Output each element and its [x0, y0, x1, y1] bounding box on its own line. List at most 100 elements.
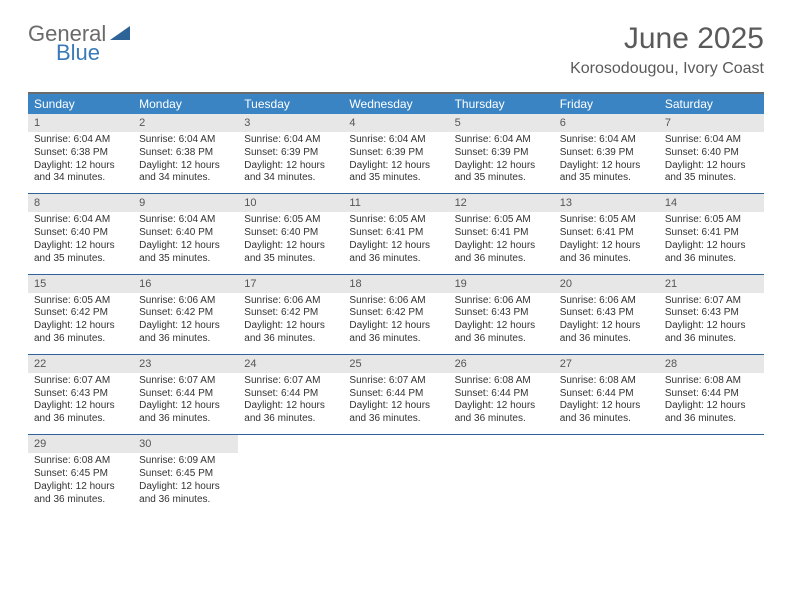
- week-row: 1 Sunrise: 6:04 AM Sunset: 6:38 PM Daylight…: [28, 114, 764, 194]
- day-body: Sunrise: 6:04 AMSunset: 6:39 PMDaylight:…: [554, 132, 659, 193]
- day-cell: [449, 435, 554, 514]
- weekday-header: Friday: [554, 94, 659, 114]
- day-body: Sunrise: 6:08 AMSunset: 6:44 PMDaylight:…: [659, 373, 764, 434]
- day-number: 27: [554, 355, 659, 373]
- day-number: 12: [449, 194, 554, 212]
- day-cell: 25Sunrise: 6:07 AMSunset: 6:44 PMDayligh…: [343, 355, 448, 434]
- sunrise-line: Sunrise: 6:05 AM: [455, 214, 548, 227]
- daylight-line: Daylight: 12 hours and 36 minutes.: [34, 400, 127, 426]
- logo-triangle-icon: [110, 26, 130, 40]
- day-cell: 11Sunrise: 6:05 AMSunset: 6:41 PMDayligh…: [343, 194, 448, 273]
- day-number: 2: [133, 114, 238, 132]
- day-number: 25: [343, 355, 448, 373]
- sunrise-line: Sunrise: 6:06 AM: [139, 295, 232, 308]
- day-number: 22: [28, 355, 133, 373]
- day-body: Sunrise: 6:08 AMSunset: 6:44 PMDaylight:…: [554, 373, 659, 434]
- daylight-line: Daylight: 12 hours and 36 minutes.: [139, 320, 232, 346]
- sunset-line: Sunset: 6:44 PM: [139, 388, 232, 401]
- page-title: June 2025: [570, 22, 764, 56]
- sunset-line: Sunset: 6:38 PM: [34, 147, 127, 160]
- sunset-line: Sunset: 6:41 PM: [560, 227, 653, 240]
- day-number: 4: [343, 114, 448, 132]
- day-body: Sunrise: 6:08 AMSunset: 6:44 PMDaylight:…: [449, 373, 554, 434]
- sunrise-line: Sunrise: 6:04 AM: [455, 134, 548, 147]
- sunset-line: Sunset: 6:39 PM: [244, 147, 337, 160]
- sunrise-line: Sunrise: 6:05 AM: [34, 295, 127, 308]
- weekday-header: Monday: [133, 94, 238, 114]
- calendar: SundayMondayTuesdayWednesdayThursdayFrid…: [28, 92, 764, 514]
- day-number: 8: [28, 194, 133, 212]
- sunrise-line: Sunrise: 6:04 AM: [139, 134, 232, 147]
- daylight-line: Daylight: 12 hours and 35 minutes.: [34, 240, 127, 266]
- daylight-line: Daylight: 12 hours and 36 minutes.: [455, 320, 548, 346]
- sunrise-line: Sunrise: 6:08 AM: [34, 455, 127, 468]
- daylight-line: Daylight: 12 hours and 35 minutes.: [455, 160, 548, 186]
- day-number: 29: [28, 435, 133, 453]
- sunset-line: Sunset: 6:39 PM: [560, 147, 653, 160]
- day-body: Sunrise: 6:06 AMSunset: 6:42 PMDaylight:…: [238, 293, 343, 354]
- day-cell: 27Sunrise: 6:08 AMSunset: 6:44 PMDayligh…: [554, 355, 659, 434]
- sunrise-line: Sunrise: 6:04 AM: [139, 214, 232, 227]
- day-body: Sunrise: 6:05 AMSunset: 6:41 PMDaylight:…: [449, 212, 554, 273]
- day-body: Sunrise: 6:09 AMSunset: 6:45 PMDaylight:…: [133, 453, 238, 514]
- daylight-line: Daylight: 12 hours and 36 minutes.: [349, 320, 442, 346]
- week-row: 15Sunrise: 6:05 AMSunset: 6:42 PMDayligh…: [28, 275, 764, 355]
- day-number: 21: [659, 275, 764, 293]
- sunset-line: Sunset: 6:41 PM: [455, 227, 548, 240]
- sunset-line: Sunset: 6:43 PM: [34, 388, 127, 401]
- day-cell: 26Sunrise: 6:08 AMSunset: 6:44 PMDayligh…: [449, 355, 554, 434]
- day-body: Sunrise: 6:04 AMSunset: 6:40 PMDaylight:…: [659, 132, 764, 193]
- day-cell: 20Sunrise: 6:06 AMSunset: 6:43 PMDayligh…: [554, 275, 659, 354]
- weekday-header: Saturday: [659, 94, 764, 114]
- sunrise-line: Sunrise: 6:04 AM: [560, 134, 653, 147]
- daylight-line: Daylight: 12 hours and 36 minutes.: [560, 400, 653, 426]
- daylight-line: Daylight: 12 hours and 36 minutes.: [455, 240, 548, 266]
- day-cell: 13Sunrise: 6:05 AMSunset: 6:41 PMDayligh…: [554, 194, 659, 273]
- day-cell: [343, 435, 448, 514]
- day-number: 26: [449, 355, 554, 373]
- day-body: Sunrise: 6:05 AMSunset: 6:41 PMDaylight:…: [343, 212, 448, 273]
- sunrise-line: Sunrise: 6:05 AM: [665, 214, 758, 227]
- day-cell: [659, 435, 764, 514]
- daylight-line: Daylight: 12 hours and 36 minutes.: [665, 240, 758, 266]
- day-body: Sunrise: 6:04 AMSunset: 6:39 PMDaylight:…: [449, 132, 554, 193]
- daylight-line: Daylight: 12 hours and 36 minutes.: [560, 320, 653, 346]
- day-cell: 22Sunrise: 6:07 AMSunset: 6:43 PMDayligh…: [28, 355, 133, 434]
- sunset-line: Sunset: 6:42 PM: [139, 307, 232, 320]
- daylight-line: Daylight: 12 hours and 34 minutes.: [139, 160, 232, 186]
- daylight-line: Daylight: 12 hours and 34 minutes.: [244, 160, 337, 186]
- day-number: 1: [28, 114, 133, 132]
- daylight-line: Daylight: 12 hours and 36 minutes.: [139, 400, 232, 426]
- sunrise-line: Sunrise: 6:04 AM: [349, 134, 442, 147]
- sunrise-line: Sunrise: 6:07 AM: [139, 375, 232, 388]
- day-number: 28: [659, 355, 764, 373]
- weekday-header: Wednesday: [343, 94, 448, 114]
- day-cell: 28Sunrise: 6:08 AMSunset: 6:44 PMDayligh…: [659, 355, 764, 434]
- day-number: 20: [554, 275, 659, 293]
- day-cell: 19Sunrise: 6:06 AMSunset: 6:43 PMDayligh…: [449, 275, 554, 354]
- sunrise-line: Sunrise: 6:08 AM: [455, 375, 548, 388]
- day-number: 24: [238, 355, 343, 373]
- day-cell: 1Sunrise: 6:04 AMSunset: 6:38 PMDaylight…: [28, 114, 133, 193]
- sunrise-line: Sunrise: 6:07 AM: [34, 375, 127, 388]
- daylight-line: Daylight: 12 hours and 36 minutes.: [34, 320, 127, 346]
- daylight-line: Daylight: 12 hours and 36 minutes.: [665, 320, 758, 346]
- day-number: 13: [554, 194, 659, 212]
- day-body: Sunrise: 6:04 AMSunset: 6:39 PMDaylight:…: [238, 132, 343, 193]
- title-block: June 2025 Korosodougou, Ivory Coast: [570, 22, 764, 78]
- day-number: 17: [238, 275, 343, 293]
- daylight-line: Daylight: 12 hours and 36 minutes.: [455, 400, 548, 426]
- daylight-line: Daylight: 12 hours and 35 minutes.: [244, 240, 337, 266]
- daylight-line: Daylight: 12 hours and 36 minutes.: [665, 400, 758, 426]
- day-cell: 5Sunrise: 6:04 AMSunset: 6:39 PMDaylight…: [449, 114, 554, 193]
- day-cell: 24Sunrise: 6:07 AMSunset: 6:44 PMDayligh…: [238, 355, 343, 434]
- day-number: 6: [554, 114, 659, 132]
- sunrise-line: Sunrise: 6:04 AM: [665, 134, 758, 147]
- sunset-line: Sunset: 6:43 PM: [665, 307, 758, 320]
- day-body: Sunrise: 6:07 AMSunset: 6:43 PMDaylight:…: [28, 373, 133, 434]
- day-cell: [238, 435, 343, 514]
- sunrise-line: Sunrise: 6:07 AM: [349, 375, 442, 388]
- day-body: Sunrise: 6:06 AMSunset: 6:42 PMDaylight:…: [133, 293, 238, 354]
- sunrise-line: Sunrise: 6:08 AM: [665, 375, 758, 388]
- day-cell: 8Sunrise: 6:04 AMSunset: 6:40 PMDaylight…: [28, 194, 133, 273]
